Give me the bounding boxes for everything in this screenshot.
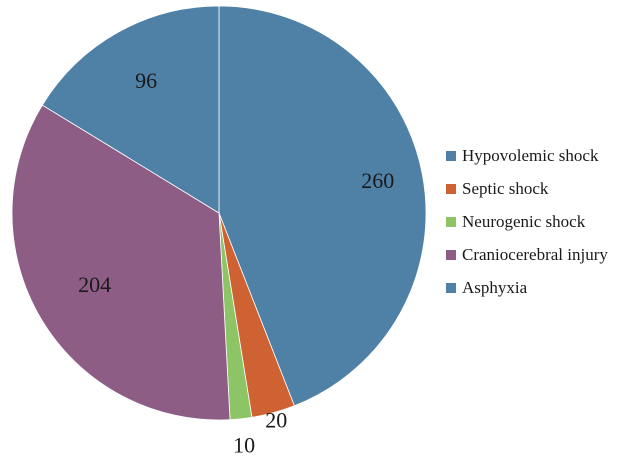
legend-item-neurogenic-shock: Neurogenic shock [446,205,608,238]
data-label-hypovolemic-shock: 260 [361,168,394,193]
legend-item-asphyxia: Asphyxia [446,271,608,304]
data-label-craniocerebral-injury: 204 [78,272,111,297]
legend-label: Asphyxia [462,277,528,297]
pie-slice-asphyxia [41,5,220,214]
legend-label: Neurogenic shock [462,211,586,231]
pie-data-labels: 260 20 10 204 96 [78,68,394,458]
pie-slices [11,5,427,421]
pie-slice-hypovolemic-shock [218,5,427,407]
data-label-asphyxia: 96 [135,68,157,93]
legend-swatch [446,249,456,260]
legend-item-craniocerebral-injury: Craniocerebral injury [446,238,608,271]
legend-label: Hypovolemic shock [462,145,599,165]
legend-label: Septic shock [462,178,549,198]
data-label-neurogenic-shock: 10 [233,433,255,458]
legend-swatch [446,183,456,194]
legend-swatch [446,282,456,293]
data-label-septic-shock: 20 [265,408,287,433]
legend-swatch [446,150,456,161]
pie-slice-craniocerebral-injury [11,104,231,421]
legend-item-septic-shock: Septic shock [446,172,608,205]
legend-label: Craniocerebral injury [462,244,608,264]
chart-legend: Hypovolemic shock Septic shock Neurogenic … [446,139,608,304]
legend-item-hypovolemic-shock: Hypovolemic shock [446,139,608,172]
legend-swatch [446,216,456,227]
